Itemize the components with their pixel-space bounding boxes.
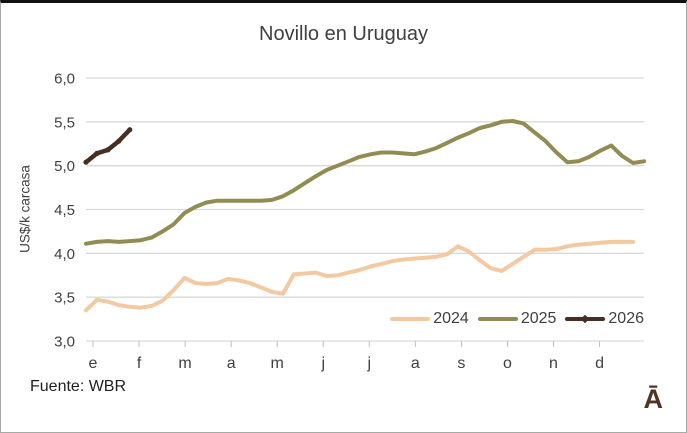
gridlines [86,77,644,342]
x-tick-label: o [503,355,512,372]
legend-swatch-2025 [477,317,518,321]
y-tick-label: 3,0 [54,334,75,351]
x-tick-label: m [178,355,191,372]
series-marker-2026 [127,127,133,133]
x-axis-ticks [92,341,601,347]
y-tick-label: 5,0 [54,158,75,175]
x-tick-label: j [367,355,372,372]
series-line-2026 [83,127,133,165]
series-line-2024 [84,239,636,313]
y-tick-label: 4,0 [54,246,75,263]
x-tick-label: s [457,355,465,372]
x-tick-label: a [411,355,420,372]
y-tick-label: 3,5 [54,290,75,307]
x-tick-label: m [271,355,284,372]
series-marker-2026 [83,159,89,165]
plot-area: 3,0 3,5 4,0 4,5 5,0 5,5 6,0 e f m a m j j a s o n d [54,71,646,372]
legend: 2024 2025 2026 [390,311,644,327]
x-tick-label: e [89,355,98,372]
x-tick-label: a [227,355,236,372]
series-marker-2026 [116,138,122,144]
series-line-2025 [84,119,646,246]
legend-swatch-2024 [390,317,431,321]
legend-swatch-2026 [565,314,606,324]
legend-item-2025: 2025 [477,310,557,327]
legend-marker-icon [581,314,590,324]
chart-title: Novillo en Uruguay [259,23,428,45]
y-tick-label: 5,5 [54,114,75,131]
legend-label-2025: 2025 [520,310,557,327]
series-lines [83,119,646,313]
y-tick-label: 4,5 [54,202,75,219]
x-tick-label: f [137,355,142,372]
x-tick-label: j [320,355,325,372]
legend-label-2026: 2026 [608,310,644,327]
series-marker-2026 [94,150,100,156]
source-note: Fuente: WBR [30,378,127,395]
y-tick-label: 6,0 [54,71,75,88]
x-tick-label: n [549,355,558,372]
legend-label-2024: 2024 [433,310,469,327]
series-marker-2026 [105,147,111,153]
brand-logo: Ā [643,384,664,414]
legend-item-2026: 2026 [565,311,644,327]
x-tick-label: d [595,355,604,372]
y-tick-labels: 3,0 3,5 4,0 4,5 5,0 5,5 6,0 [54,71,75,351]
legend-item-2024: 2024 [390,311,469,327]
